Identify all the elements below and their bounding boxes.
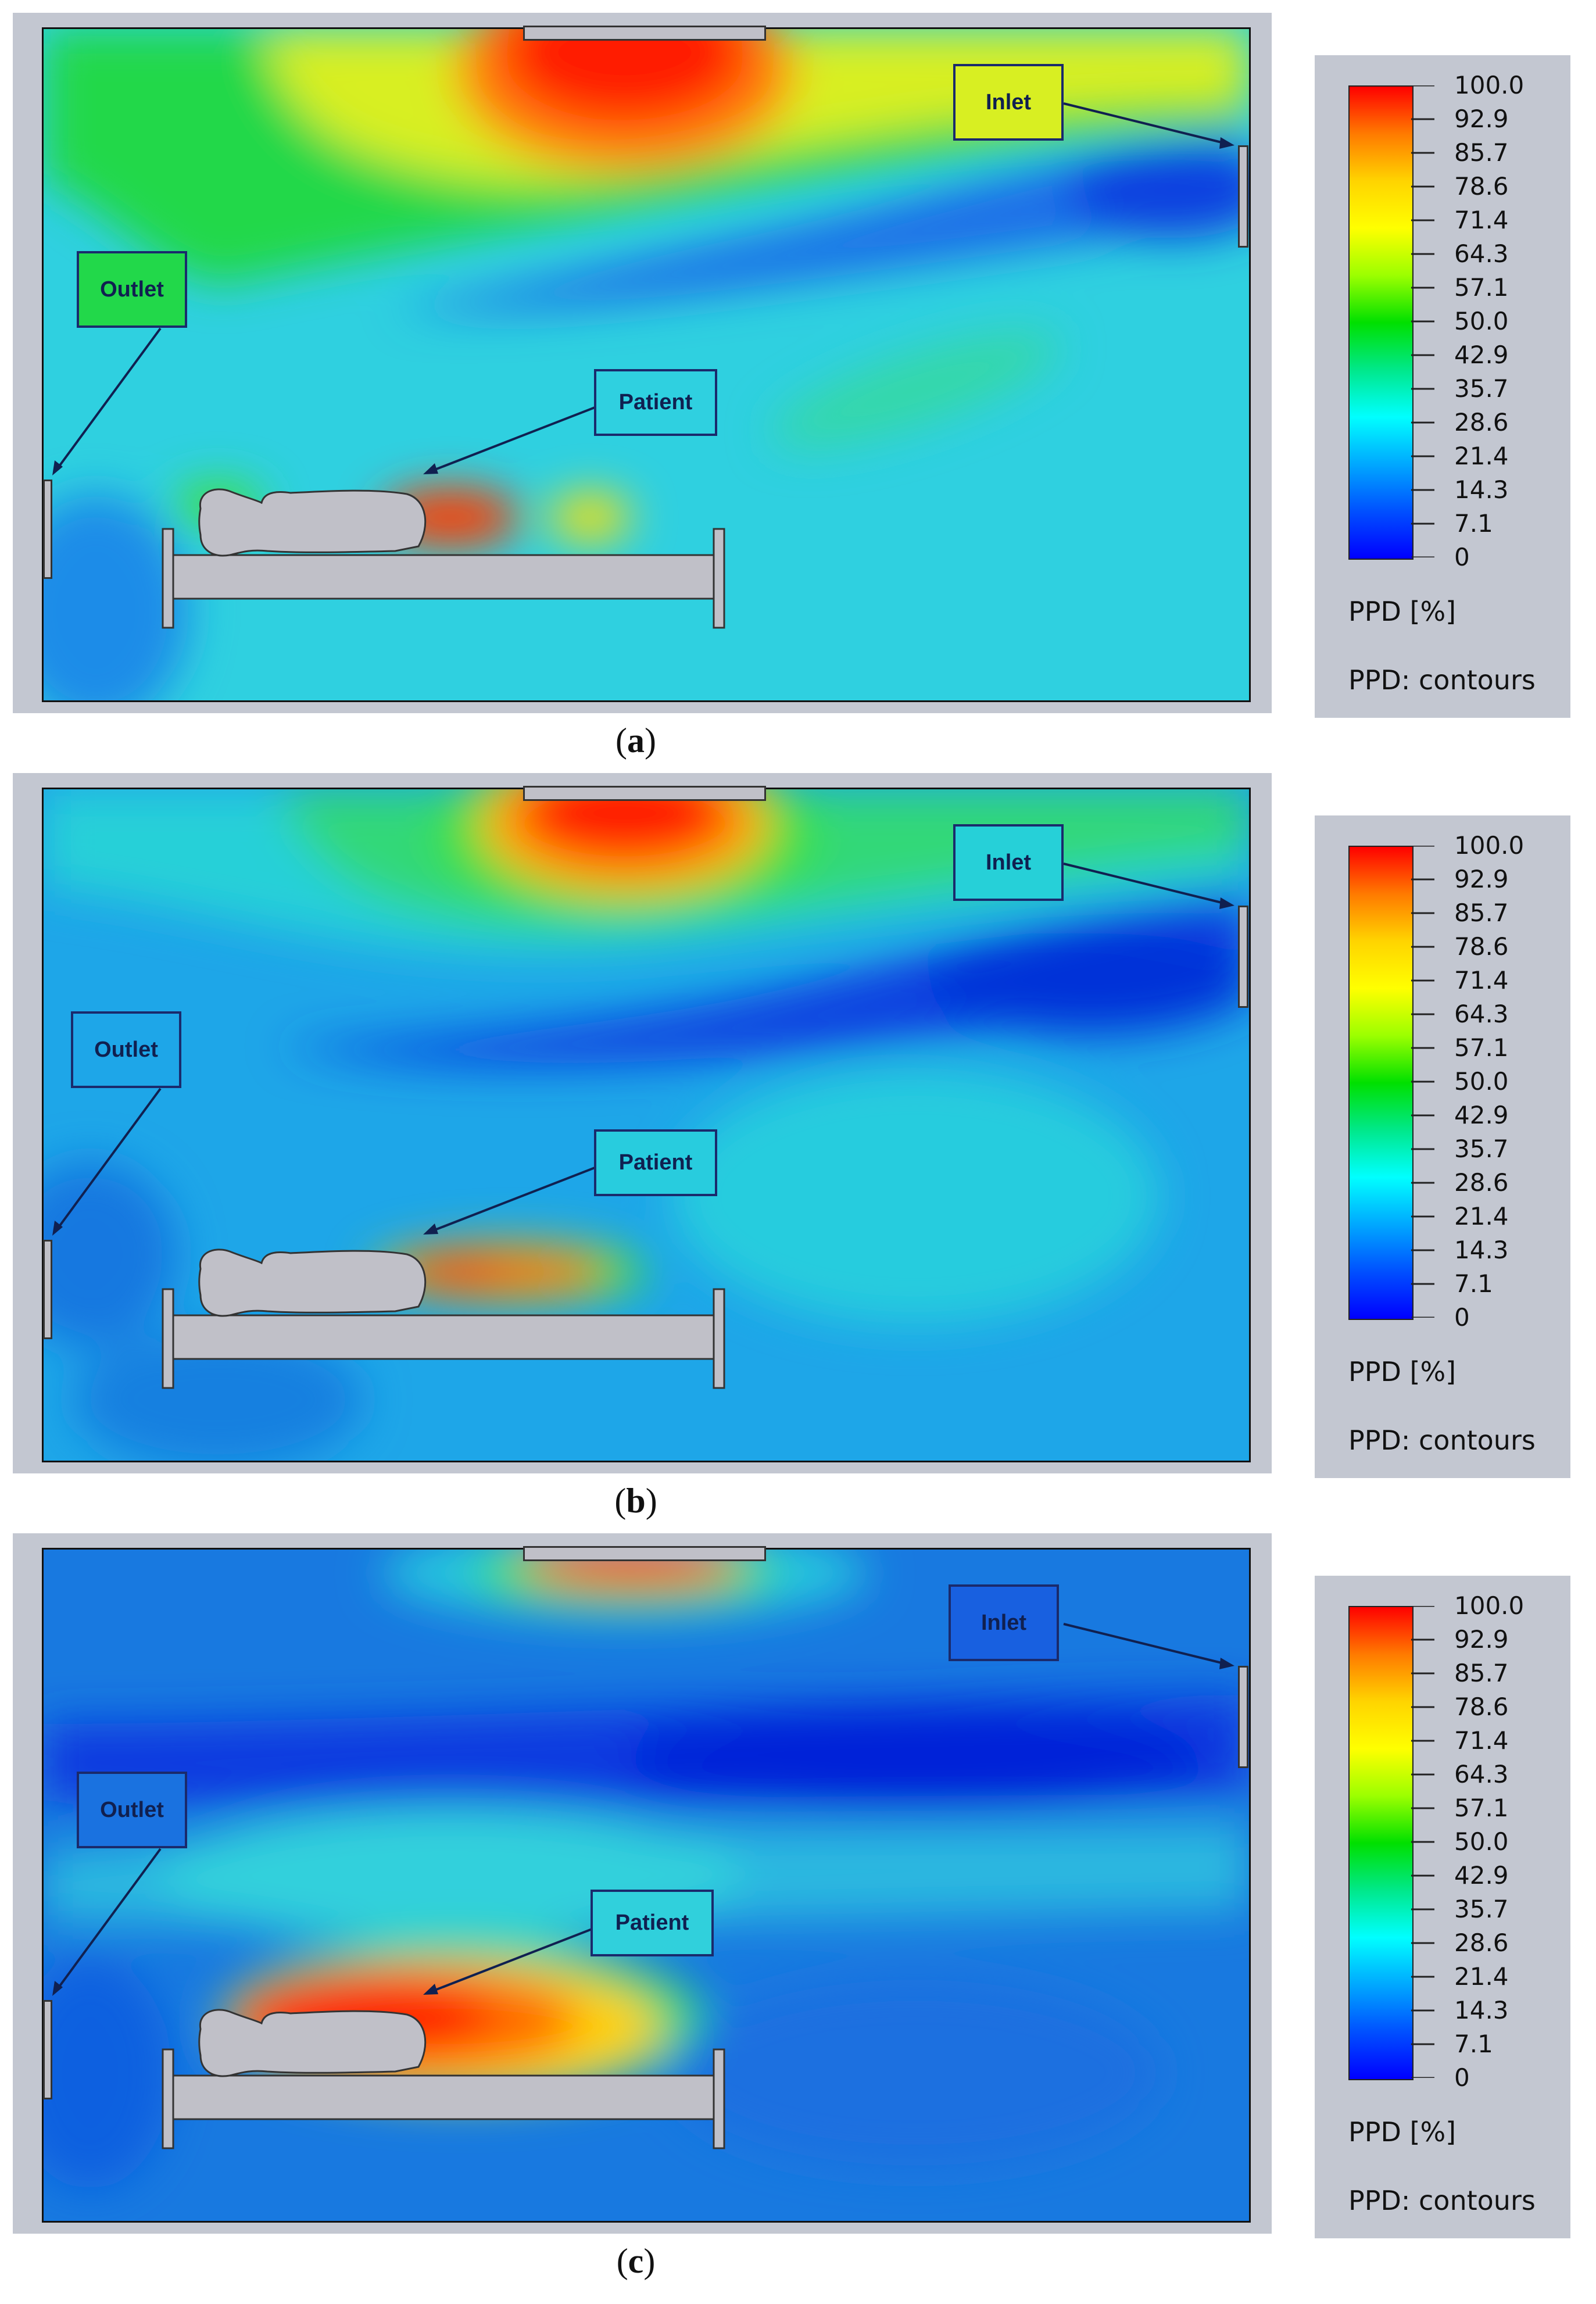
legend-tick-label: 0 (1454, 543, 1470, 571)
legend-tick-label: 100.0 (1454, 1591, 1525, 1620)
legend-tick-label: 78.6 (1454, 172, 1509, 201)
inlet-vent (1238, 906, 1248, 1008)
outlet-label: Outlet (77, 251, 187, 328)
legend-tick-label: 35.7 (1454, 374, 1509, 403)
panel-caption: (c) (616, 2242, 656, 2280)
legend-tick-label: 28.6 (1454, 408, 1509, 437)
legend-tick-label: 85.7 (1454, 1659, 1509, 1687)
legend-kind: PPD: contours (1348, 664, 1536, 696)
legend-unit: PPD [%] (1348, 596, 1457, 627)
inlet-vent (1238, 145, 1248, 248)
legend-tick-label: 42.9 (1454, 341, 1509, 369)
legend-tick-label: 78.6 (1454, 1693, 1509, 1721)
legend-tick-label: 14.3 (1454, 1996, 1509, 2024)
legend-tick-label: 35.7 (1454, 1895, 1509, 1923)
legend-tick-label: 14.3 (1454, 475, 1509, 504)
legend-tick-label: 71.4 (1454, 1726, 1509, 1755)
inlet-label: Inlet (953, 64, 1064, 141)
legend-tick-label: 92.9 (1454, 1625, 1509, 1654)
legend-color-bar (1348, 846, 1414, 1320)
legend-tick-label: 7.1 (1454, 2030, 1493, 2058)
patient-label: Patient (594, 369, 717, 436)
inlet-label: Inlet (949, 1584, 1059, 1661)
ceiling-vent (523, 26, 766, 41)
legend-tick-label: 100.0 (1454, 71, 1525, 99)
caption-letter: a (627, 721, 645, 760)
ppd-contour-field (44, 789, 1249, 1461)
room-section (42, 1548, 1251, 2223)
legend-tick-label: 35.7 (1454, 1135, 1509, 1163)
ppd-contour-field (44, 29, 1249, 700)
panel-c: Inlet Outlet Patient PPD [%] PPD: contou… (0, 1521, 1596, 2280)
legend-tick-label: 0 (1454, 2063, 1470, 2092)
legend-tick-label: 28.6 (1454, 1929, 1509, 1957)
legend-tick-label: 57.1 (1454, 1794, 1509, 1822)
legend-tick-label: 92.9 (1454, 865, 1509, 893)
legend-tick-label: 42.9 (1454, 1861, 1509, 1890)
panel-caption: (a) (616, 721, 656, 760)
legend-kind: PPD: contours (1348, 1425, 1536, 1456)
legend-tick-label: 50.0 (1454, 1067, 1509, 1096)
panel-b: Inlet Outlet Patient PPD [%] PPD: contou… (0, 760, 1596, 1520)
legend-unit: PPD [%] (1348, 1356, 1457, 1387)
panel-caption: (b) (614, 1482, 657, 1520)
legend-tick-label: 57.1 (1454, 1033, 1509, 1062)
ppd-legend: PPD [%] PPD: contours 100.0 92.9 85.7 78.6 7… (1315, 1576, 1570, 2238)
outlet-label: Outlet (71, 1011, 181, 1088)
legend-tick-label: 92.9 (1454, 105, 1509, 133)
legend-tick-label: 64.3 (1454, 1000, 1509, 1028)
legend-tick-label: 0 (1454, 1303, 1470, 1332)
room-section (42, 788, 1251, 1462)
room-section (42, 27, 1251, 702)
legend-color-bar (1348, 85, 1414, 560)
ppd-contour-field (44, 1550, 1249, 2221)
legend-tick-label: 78.6 (1454, 932, 1509, 961)
outlet-vent (43, 480, 52, 579)
legend-tick-label: 21.4 (1454, 442, 1509, 470)
legend-tick-label: 21.4 (1454, 1202, 1509, 1230)
legend-color-bar (1348, 1606, 1414, 2080)
legend-tick-label: 100.0 (1454, 831, 1525, 860)
ppd-legend: PPD [%] PPD: contours 100.0 92.9 85.7 78.6 7… (1315, 815, 1570, 1478)
ceiling-vent (523, 786, 766, 801)
legend-tick-label: 21.4 (1454, 1962, 1509, 1991)
legend-tick-label: 50.0 (1454, 1827, 1509, 1856)
ceiling-vent (523, 1546, 766, 1561)
legend-tick-label: 85.7 (1454, 899, 1509, 927)
legend-tick-marks (1411, 846, 1434, 1318)
legend-kind: PPD: contours (1348, 2185, 1536, 2216)
caption-letter: c (628, 2242, 644, 2280)
inlet-label: Inlet (953, 824, 1064, 901)
legend-tick-label: 71.4 (1454, 206, 1509, 234)
legend-tick-label: 85.7 (1454, 138, 1509, 167)
ppd-legend: PPD [%] PPD: contours 100.0 92.9 85.7 78.6 7… (1315, 55, 1570, 718)
legend-tick-label: 42.9 (1454, 1101, 1509, 1129)
legend-unit: PPD [%] (1348, 2116, 1457, 2148)
outlet-vent (43, 1240, 52, 1339)
legend-tick-label: 14.3 (1454, 1236, 1509, 1264)
legend-tick-label: 71.4 (1454, 966, 1509, 994)
panel-a: Inlet Outlet Patient (0, 0, 1596, 760)
legend-tick-label: 7.1 (1454, 1269, 1493, 1298)
legend-tick-marks (1411, 85, 1434, 557)
legend-tick-label: 28.6 (1454, 1168, 1509, 1197)
legend-tick-label: 64.3 (1454, 239, 1509, 268)
legend-tick-label: 64.3 (1454, 1760, 1509, 1788)
patient-label: Patient (594, 1129, 717, 1196)
patient-label: Patient (591, 1890, 714, 1956)
outlet-vent (43, 2000, 52, 2099)
caption-letter: b (626, 1482, 646, 1520)
inlet-vent (1238, 1666, 1248, 1768)
legend-tick-label: 50.0 (1454, 307, 1509, 335)
legend-tick-label: 7.1 (1454, 509, 1493, 538)
outlet-label: Outlet (77, 1772, 187, 1848)
legend-tick-marks (1411, 1606, 1434, 2078)
legend-tick-label: 57.1 (1454, 273, 1509, 302)
